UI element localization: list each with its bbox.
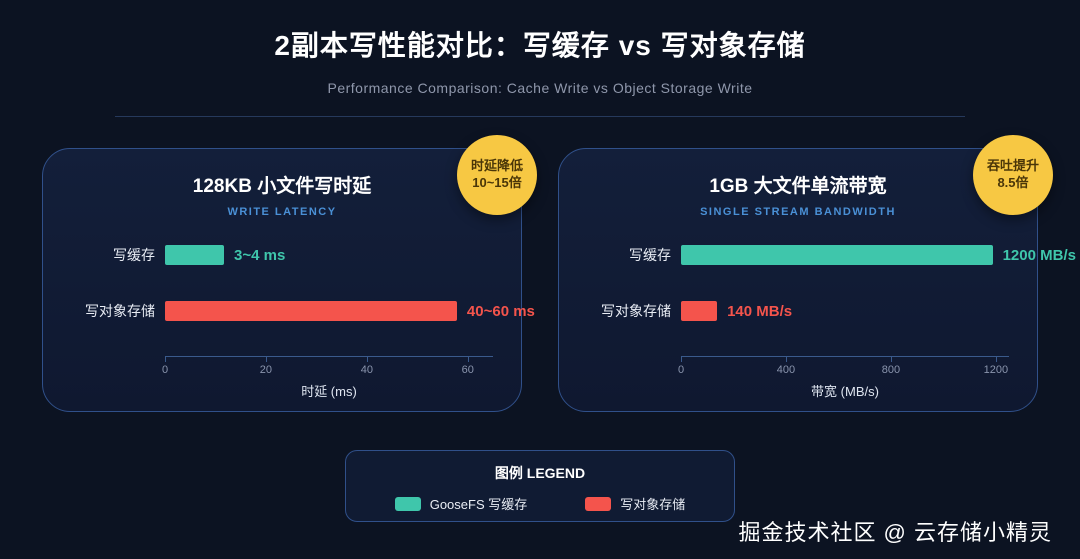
axis-tick-label: 400 xyxy=(776,364,796,376)
badge-line2: 8.5倍 xyxy=(997,175,1029,190)
bar-rows: 写缓存 3~4 ms 写对象存储 40~60 ms xyxy=(71,244,535,322)
legend-item-object-write: 写对象存储 xyxy=(585,494,685,513)
watermark-text: 掘金技术社区 @ 云存储小精灵 xyxy=(738,520,1052,545)
bar-row-cache-write: 写缓存 3~4 ms xyxy=(71,244,493,266)
x-axis-label: 时延 (ms) xyxy=(301,384,357,399)
object-write-bar xyxy=(681,301,718,321)
axis-tick-mark xyxy=(890,357,892,362)
chart-panels: 时延降低 10~15倍 128KB 小文件写时延 WRITE LATENCY 写… xyxy=(42,135,1076,412)
badge-line2: 10~15倍 xyxy=(472,175,522,190)
chart-subtitle: WRITE LATENCY xyxy=(227,206,337,218)
bar-value: 40~60 ms xyxy=(466,302,535,320)
cache-write-bar xyxy=(165,245,225,265)
page-subtitle: Performance Comparison: Cache Write vs O… xyxy=(327,80,753,96)
latency-improvement-badge: 时延降低 10~15倍 xyxy=(457,135,537,215)
row-label: 写缓存 xyxy=(113,247,155,263)
cache-write-swatch xyxy=(394,496,421,511)
axis-tick-label: 0 xyxy=(677,364,685,376)
axis-tick-mark xyxy=(467,357,469,362)
latency-chart-panel: 时延降低 10~15倍 128KB 小文件写时延 WRITE LATENCY 写… xyxy=(42,135,537,412)
axis-tick-mark xyxy=(681,357,682,362)
chart-subtitle: SINGLE STREAM BANDWIDTH xyxy=(700,206,896,218)
legend-label: 写对象存储 xyxy=(620,497,686,512)
bar-value: 3~4 ms xyxy=(234,246,286,264)
row-label: 写对象存储 xyxy=(601,303,671,319)
bar-row-object-write: 写对象存储 140 MB/s xyxy=(587,300,1009,322)
x-axis: 0 400 800 1200 xyxy=(677,356,1009,379)
page-title: 2副本写性能对比：写缓存 vs 写对象存储 xyxy=(274,30,806,61)
x-axis-label: 带宽 (MB/s) xyxy=(811,384,879,399)
bar-value: 140 MB/s xyxy=(727,302,793,320)
bandwidth-improvement-badge: 吞吐提升 8.5倍 xyxy=(973,135,1053,215)
legend-item-cache-write: GooseFS 写缓存 xyxy=(394,494,528,513)
legend-box: 图例 LEGEND GooseFS 写缓存 写对象存储 xyxy=(345,450,735,522)
bar-row-object-write: 写对象存储 40~60 ms xyxy=(71,300,535,322)
bar-row-cache-write: 写缓存 1200 MB/s xyxy=(587,244,1076,266)
object-write-bar xyxy=(165,301,457,321)
axis-tick-mark xyxy=(785,357,787,362)
axis-tick-mark xyxy=(165,357,166,362)
axis-tick-label: 40 xyxy=(360,364,373,376)
axis-tick-mark xyxy=(366,357,368,362)
legend-label: GooseFS 写缓存 xyxy=(429,497,528,512)
badge-line1: 吞吐提升 xyxy=(986,158,1039,174)
badge-line1: 时延降低 xyxy=(470,158,523,174)
chart-title: 1GB 大文件单流带宽 xyxy=(709,176,887,197)
axis-tick-label: 0 xyxy=(161,364,169,376)
axis-tick-mark xyxy=(995,357,997,362)
legend-title: 图例 LEGEND xyxy=(494,465,586,481)
x-axis: 0 20 40 60 xyxy=(161,356,493,379)
row-label: 写缓存 xyxy=(629,247,671,263)
bar-track: 1200 MB/s xyxy=(681,245,1076,265)
axis-tick-label: 20 xyxy=(259,364,273,376)
bandwidth-chart-panel: 吞吐提升 8.5倍 1GB 大文件单流带宽 SINGLE STREAM BAND… xyxy=(558,135,1076,412)
axis-tick-mark xyxy=(265,357,267,362)
row-label: 写对象存储 xyxy=(85,303,155,319)
bar-track: 3~4 ms xyxy=(165,245,493,265)
object-write-swatch xyxy=(585,496,612,511)
legend-items: GooseFS 写缓存 写对象存储 xyxy=(346,494,734,513)
bar-track: 140 MB/s xyxy=(681,301,1009,321)
header-divider xyxy=(115,116,965,117)
bar-track: 40~60 ms xyxy=(165,301,535,321)
bar-rows: 写缓存 1200 MB/s 写对象存储 140 MB/s xyxy=(587,244,1076,322)
bar-value: 1200 MB/s xyxy=(1002,246,1076,264)
axis-tick-label: 1200 xyxy=(983,364,1009,376)
axis-tick-label: 60 xyxy=(461,364,474,376)
axis-tick-label: 800 xyxy=(881,364,901,376)
cache-write-bar xyxy=(681,245,993,265)
chart-title: 128KB 小文件写时延 xyxy=(192,176,372,197)
